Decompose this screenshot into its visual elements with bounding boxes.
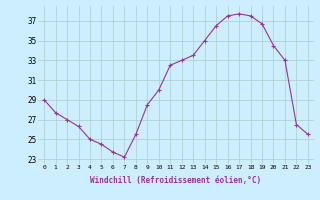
X-axis label: Windchill (Refroidissement éolien,°C): Windchill (Refroidissement éolien,°C): [91, 176, 261, 185]
